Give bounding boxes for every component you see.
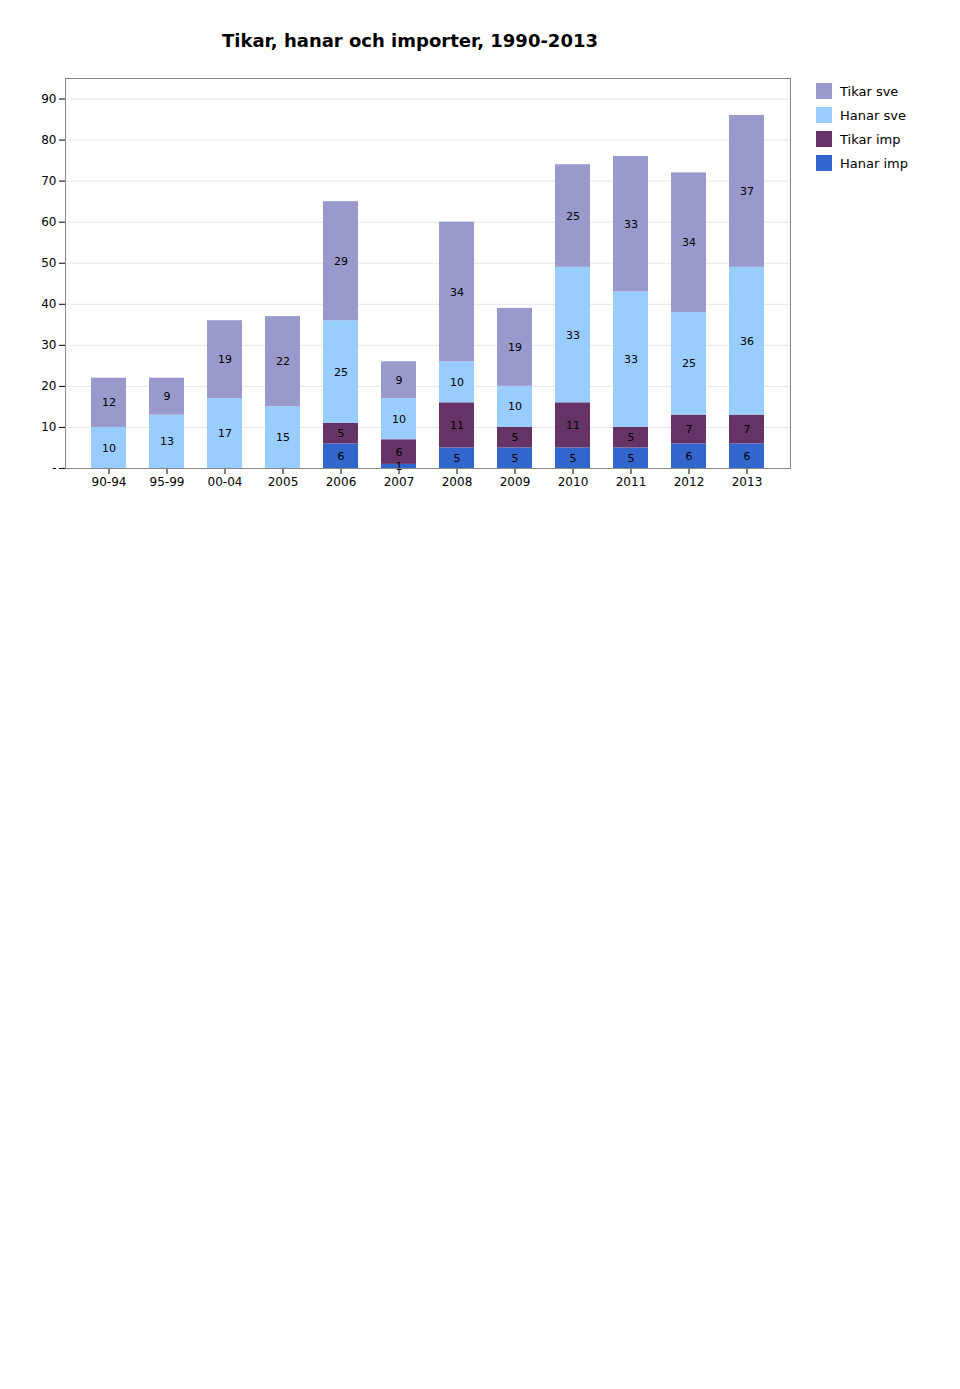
svg-text:19: 19 — [218, 353, 232, 366]
svg-text:10: 10 — [102, 441, 116, 454]
svg-text:2012: 2012 — [674, 475, 705, 489]
svg-text:33: 33 — [566, 329, 580, 342]
html-text:Hanar sve: Hanar sve — [840, 107, 906, 123]
svg-text:12: 12 — [102, 396, 116, 409]
svg-text:15: 15 — [276, 431, 290, 444]
svg-text:-: - — [52, 461, 56, 475]
svg-text:9: 9 — [396, 374, 403, 387]
svg-text:6: 6 — [686, 450, 693, 463]
svg-text:5: 5 — [570, 452, 577, 465]
svg-text:33: 33 — [624, 353, 638, 366]
svg-text:1: 1 — [396, 460, 403, 473]
svg-text:10: 10 — [392, 413, 406, 426]
svg-text:30: 30 — [41, 338, 56, 352]
svg-text:36: 36 — [740, 335, 754, 348]
svg-text:2011: 2011 — [616, 475, 647, 489]
svg-text:17: 17 — [218, 427, 232, 440]
svg-text:80: 80 — [41, 133, 56, 147]
svg-text:5: 5 — [628, 431, 635, 444]
svg-text:90-94: 90-94 — [92, 475, 127, 489]
svg-text:00-04: 00-04 — [208, 475, 243, 489]
svg-text:33: 33 — [624, 218, 638, 231]
svg-text:6: 6 — [338, 450, 345, 463]
svg-text:60: 60 — [41, 215, 56, 229]
svg-text:5: 5 — [512, 431, 519, 444]
svg-text:50: 50 — [41, 256, 56, 270]
svg-text:9: 9 — [164, 390, 171, 403]
svg-text:2006: 2006 — [326, 475, 357, 489]
svg-text:7: 7 — [686, 423, 693, 436]
svg-text:6: 6 — [744, 450, 751, 463]
svg-text:25: 25 — [566, 210, 580, 223]
html-text:Tikar, hanar och importer, 199: Tikar, hanar och importer, 1990-2013 — [222, 30, 598, 51]
svg-text:34: 34 — [682, 236, 696, 249]
svg-text:5: 5 — [512, 452, 519, 465]
svg-text:10: 10 — [450, 376, 464, 389]
svg-text:70: 70 — [41, 174, 56, 188]
svg-text:20: 20 — [41, 379, 56, 393]
svg-text:40: 40 — [41, 297, 56, 311]
svg-text:11: 11 — [450, 419, 464, 432]
svg-text:25: 25 — [334, 366, 348, 379]
svg-text:11: 11 — [566, 419, 580, 432]
svg-text:22: 22 — [276, 355, 290, 368]
svg-text:5: 5 — [454, 452, 461, 465]
svg-text:19: 19 — [508, 341, 522, 354]
svg-text:37: 37 — [740, 185, 754, 198]
svg-text:29: 29 — [334, 255, 348, 268]
svg-text:7: 7 — [744, 423, 751, 436]
svg-text:5: 5 — [628, 452, 635, 465]
html-text:Tikar imp: Tikar imp — [840, 131, 901, 147]
html-text:Hanar imp: Hanar imp — [840, 155, 908, 171]
svg-text:2008: 2008 — [442, 475, 473, 489]
svg-text:2010: 2010 — [558, 475, 589, 489]
svg-text:95-99: 95-99 — [150, 475, 185, 489]
svg-text:10: 10 — [41, 420, 56, 434]
svg-text:2005: 2005 — [268, 475, 299, 489]
html-text:Tikar sve: Tikar sve — [840, 83, 899, 99]
svg-text:2007: 2007 — [384, 475, 415, 489]
svg-text:34: 34 — [450, 285, 464, 298]
svg-text:2009: 2009 — [500, 475, 531, 489]
svg-text:25: 25 — [682, 357, 696, 370]
svg-text:6: 6 — [396, 446, 403, 459]
svg-text:5: 5 — [338, 427, 345, 440]
svg-text:2013: 2013 — [732, 475, 763, 489]
svg-text:13: 13 — [160, 435, 174, 448]
svg-text:90: 90 — [41, 92, 56, 106]
svg-text:10: 10 — [508, 400, 522, 413]
